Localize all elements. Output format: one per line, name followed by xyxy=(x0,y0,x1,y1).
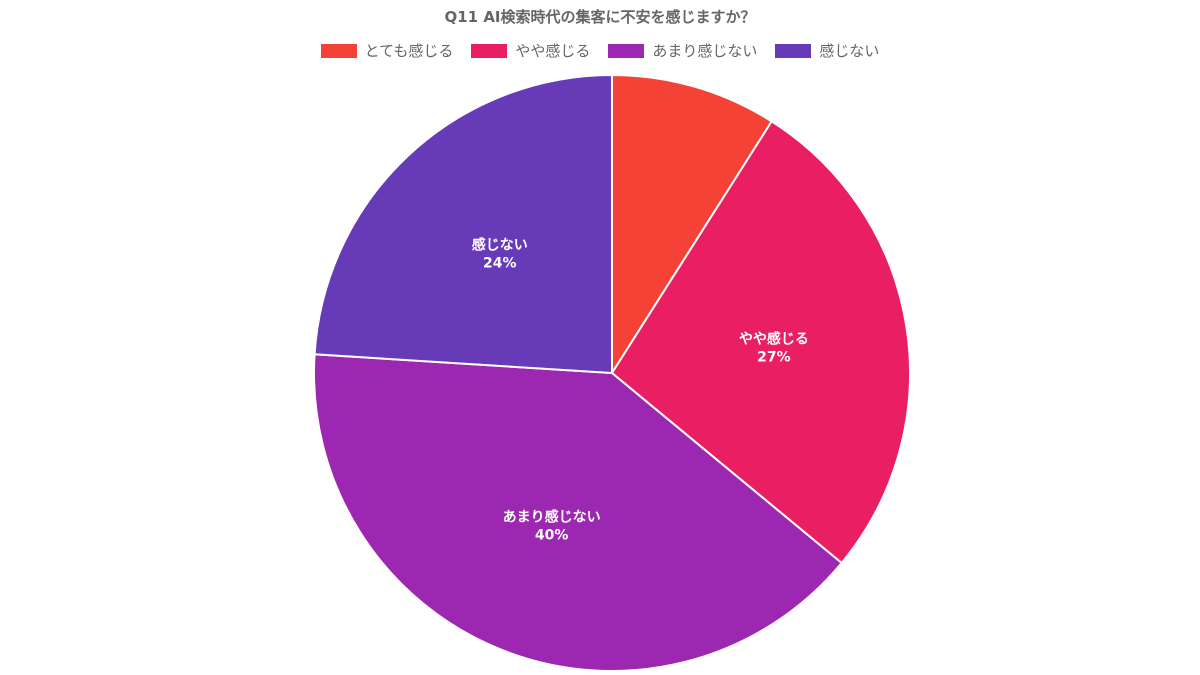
slice-label: やや感じる xyxy=(739,330,809,347)
legend-item[interactable]: とても感じる xyxy=(320,40,454,61)
legend-label: とても感じる xyxy=(364,42,454,60)
legend-swatch xyxy=(775,43,812,58)
slice-value-label: 27% xyxy=(757,349,791,365)
slice-label: 感じない xyxy=(472,237,528,254)
pie-slice[interactable] xyxy=(610,120,911,565)
chart-title: Q11 AI検索時代の集客に不安を感じますか？ xyxy=(444,8,756,26)
pie-slice[interactable] xyxy=(313,73,613,375)
slice-label: あまり感じない xyxy=(503,508,601,525)
pie-slice[interactable] xyxy=(313,353,844,672)
legend-swatch xyxy=(608,43,645,58)
legend-item[interactable]: 感じない xyxy=(775,40,879,61)
legend-label: あまり感じない xyxy=(652,42,758,60)
legend-item[interactable]: あまり感じない xyxy=(608,40,757,61)
legend: とても感じる やや感じる あまり感じない 感じない xyxy=(0,40,1200,61)
slice-value-label: 24% xyxy=(483,256,517,272)
pie-slice[interactable] xyxy=(611,73,774,377)
legend-label: やや感じる xyxy=(515,42,591,60)
legend-swatch xyxy=(320,43,357,58)
legend-label: 感じない xyxy=(819,42,880,60)
legend-item[interactable]: やや感じる xyxy=(471,40,590,61)
legend-swatch xyxy=(471,43,508,58)
slice-value-label: 40% xyxy=(535,527,569,543)
